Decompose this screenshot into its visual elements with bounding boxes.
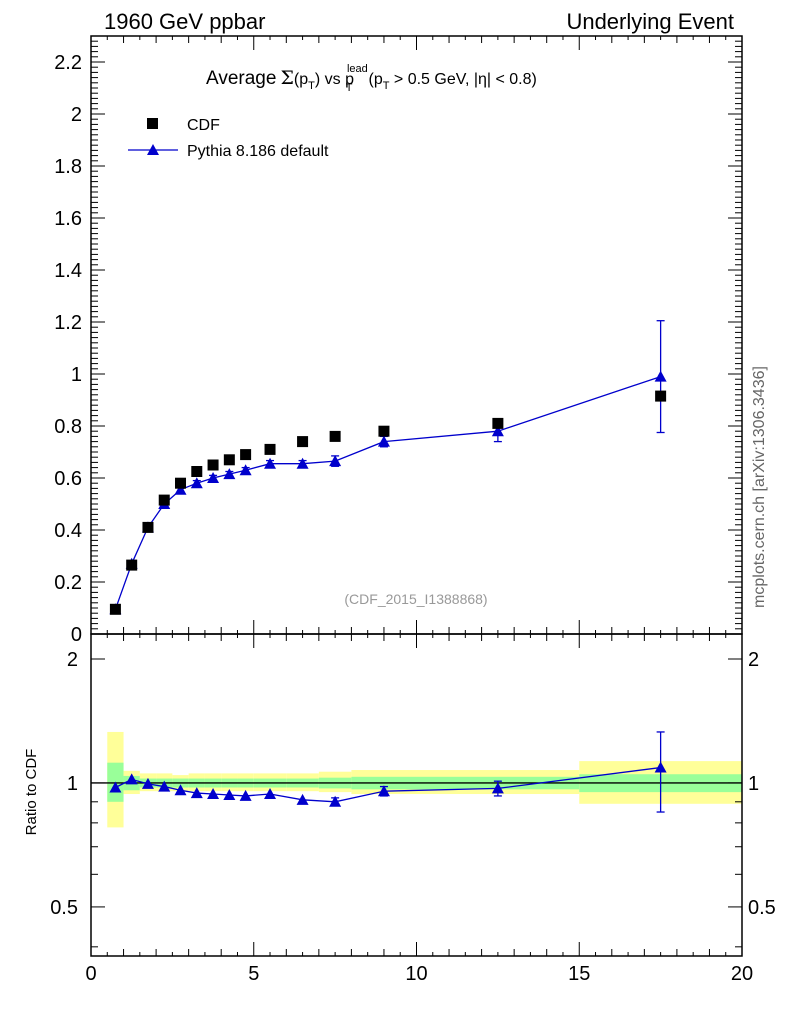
marker-pythia — [654, 370, 667, 382]
marker-pythia — [239, 464, 252, 476]
ratio-marker-pythia — [654, 761, 667, 773]
y-tick-label: 1 — [71, 364, 82, 386]
ratio-marker-pythia — [239, 789, 252, 801]
ratio-marker-pythia — [190, 787, 203, 799]
y-tick-label: 2.2 — [54, 52, 82, 74]
ratio-y-tick-label: 0.5 — [50, 897, 78, 919]
marker-cdf — [142, 521, 154, 533]
title-word-average: Average — [206, 68, 276, 89]
ratio-marker-pythia — [329, 795, 342, 807]
marker-cdf — [655, 390, 667, 402]
marker-pythia — [296, 457, 309, 469]
analysis-label: (CDF_2015_I1388868) — [344, 591, 487, 607]
legend-marker-cdf — [147, 118, 158, 129]
ratio-marker-pythia — [141, 777, 154, 789]
marker-cdf — [492, 417, 504, 429]
title-sigma: Σ — [280, 67, 293, 89]
ratio-panel: 0 5 10 15 20 0.5 0.5 1 1 2 2 — [50, 633, 776, 985]
main-panel: 0 0.2 0.4 0.6 0.8 1 1.2 1.4 1.6 1.8 2 2.2 — [54, 35, 743, 646]
side-label: mcplots.cern.ch [arXiv:1306.3436] — [751, 366, 768, 608]
main-title: Average Σ(pT) vs plead T (pT > 0.5 GeV, |η|… — [206, 63, 537, 94]
ratio-marker-pythia — [207, 788, 220, 800]
y-tick-label: 0 — [71, 624, 82, 646]
y-tick-label: 0.2 — [54, 572, 82, 594]
ratio-y-tick-label: 1 — [67, 773, 78, 795]
marker-cdf — [126, 559, 138, 571]
legend: CDF Pythia 8.186 default — [128, 117, 329, 160]
marker-pythia — [491, 425, 504, 437]
y-tick-label: 1.4 — [54, 260, 82, 282]
marker-cdf — [175, 477, 187, 489]
y-tick-label: 0.6 — [54, 468, 82, 490]
marker-cdf — [191, 466, 203, 477]
header-right: Underlying Event — [566, 9, 734, 34]
x-tick-label: 5 — [248, 963, 259, 985]
marker-pythia — [377, 435, 390, 447]
y-tick-label: 1.8 — [54, 156, 82, 178]
legend-marker-pythia — [147, 144, 159, 155]
legend-label-pythia: Pythia 8.186 default — [187, 143, 329, 160]
ratio-marker-pythia — [296, 793, 309, 805]
legend-label-cdf: CDF — [187, 117, 220, 134]
y-tick-label: 1.2 — [54, 312, 82, 334]
marker-cdf — [240, 449, 252, 461]
ratio-marker-pythia — [125, 773, 138, 785]
header-left: 1960 GeV ppbar — [104, 9, 265, 34]
marker-pythia — [329, 455, 342, 467]
y-tick-label: 2 — [71, 104, 82, 126]
ratio-y-label: Ratio to CDF — [23, 749, 40, 836]
y-tick-label: 1.6 — [54, 208, 82, 230]
marker-cdf — [158, 494, 170, 506]
marker-cdf — [329, 430, 341, 442]
ratio-y-tick-label-right: 2 — [748, 649, 759, 671]
ratio-marker-pythia — [223, 788, 236, 800]
marker-cdf — [109, 603, 121, 615]
marker-cdf — [297, 436, 309, 448]
ratio-marker-pythia — [158, 780, 171, 792]
x-tick-label: 0 — [85, 963, 96, 985]
ratio-y-tick-label-right: 1 — [748, 773, 759, 795]
ratio-y-tick-label-right: 0.5 — [748, 897, 776, 919]
ratio-marker-pythia — [377, 785, 390, 797]
series-line-pythia — [114, 375, 661, 610]
marker-pythia — [223, 468, 236, 480]
x-tick-label: 10 — [405, 963, 427, 985]
ratio-marker-pythia — [491, 782, 504, 794]
y-tick-label: 0.8 — [54, 416, 82, 438]
ratio-y-tick-label: 2 — [67, 649, 78, 671]
marker-cdf — [207, 459, 219, 471]
marker-pythia — [190, 477, 203, 489]
ratio-marker-pythia — [264, 788, 277, 800]
marker-cdf — [378, 425, 390, 437]
marker-pythia — [264, 457, 277, 469]
marker-cdf — [223, 454, 235, 466]
ratio-marker-pythia — [109, 781, 122, 793]
y-tick-label: 0.4 — [54, 520, 82, 542]
marker-pythia — [207, 472, 220, 483]
marker-cdf — [264, 443, 276, 455]
x-tick-label: 20 — [731, 963, 753, 985]
ratio-marker-pythia — [174, 784, 187, 796]
marker-pythia — [174, 483, 187, 495]
x-tick-label: 15 — [568, 963, 590, 985]
